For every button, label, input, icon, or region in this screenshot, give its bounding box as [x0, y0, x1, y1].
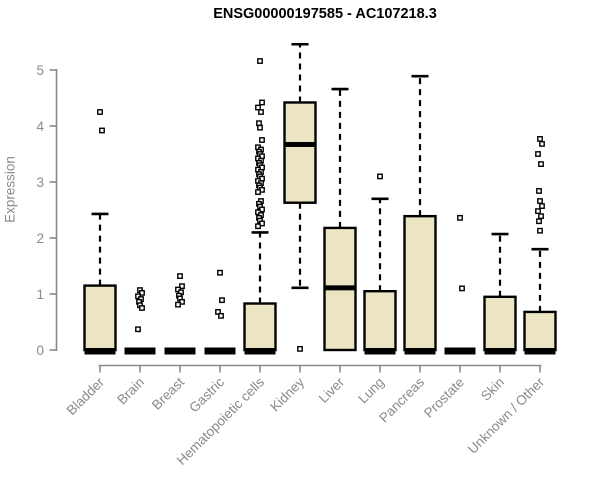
y-tick-label: 3 — [36, 175, 44, 190]
outlier-point — [257, 58, 263, 64]
outlier-point — [219, 297, 225, 304]
boxplot-skin — [483, 232, 517, 355]
outlier-point — [218, 312, 224, 319]
outlier-point — [535, 208, 541, 215]
outlier-point — [537, 227, 543, 234]
y-tick-label: 2 — [36, 231, 44, 246]
outlier-point — [259, 137, 265, 143]
flat-box — [164, 347, 196, 355]
iqr-box — [483, 295, 517, 352]
outlier-point — [97, 109, 103, 115]
outlier-point — [255, 104, 261, 111]
outlier-point — [255, 223, 261, 230]
outlier-point — [139, 305, 145, 311]
iqr-box — [83, 284, 117, 352]
outlier-point — [255, 189, 261, 195]
outlier-point — [536, 218, 542, 225]
outlier-point — [377, 173, 383, 180]
outlier-point — [538, 161, 544, 167]
y-tick-label: 0 — [36, 343, 44, 358]
boxplot-brain — [124, 287, 156, 355]
iqr-box — [523, 310, 557, 352]
outlier-point — [535, 151, 541, 157]
flat-box — [124, 347, 156, 355]
outlier-point — [297, 345, 303, 352]
iqr-box — [403, 214, 437, 352]
outlier-point — [259, 99, 265, 106]
median-line — [404, 348, 436, 355]
outlier-point — [459, 285, 465, 292]
outlier-point — [179, 283, 185, 290]
iqr-box — [283, 101, 317, 204]
flat-box — [204, 347, 236, 355]
outlier-point — [135, 326, 141, 333]
boxplot-gastric — [204, 269, 236, 355]
boxplot-bladder — [83, 109, 117, 355]
outlier-point — [256, 120, 262, 127]
median-line — [484, 348, 516, 355]
iqr-box — [243, 302, 277, 352]
x-category-label: Lung — [355, 375, 387, 407]
x-category-label: Kidney — [267, 374, 307, 414]
outlier-point — [215, 309, 221, 315]
boxplot-unknown-other — [523, 135, 557, 355]
median-line — [324, 285, 356, 291]
flat-box — [444, 347, 476, 355]
boxplot-breast — [164, 273, 196, 355]
chart-title: ENSG00000197585 - AC107218.3 — [213, 6, 437, 22]
outlier-point — [537, 135, 543, 142]
outlier-point — [177, 273, 183, 279]
y-tick-label: 5 — [36, 63, 44, 78]
iqr-box — [363, 290, 397, 352]
boxplot-prostate — [444, 214, 476, 355]
y-axis: 0 1 2 3 4 5 — [36, 63, 58, 358]
boxplot-kidney — [283, 42, 317, 352]
outlier-point — [258, 109, 264, 115]
boxplot-lung — [363, 173, 397, 355]
outlier-point — [175, 301, 181, 308]
outlier-point — [539, 203, 545, 209]
outlier-point — [457, 214, 463, 221]
x-category-label: Bladder — [64, 374, 108, 418]
median-line — [84, 348, 116, 355]
median-line — [364, 348, 396, 355]
median-line — [244, 348, 276, 355]
boxplot-pancreas — [403, 74, 437, 355]
x-category-label: Liver — [316, 374, 348, 406]
x-category-label: Unknown / Other — [465, 374, 548, 457]
boxplot-liver — [323, 87, 357, 352]
outlier-point — [257, 124, 263, 131]
boxplot-hematopoietic-cells — [243, 58, 277, 355]
outlier-point — [139, 289, 145, 296]
outlier-point — [536, 188, 542, 194]
x-category-label: Prostate — [421, 375, 467, 421]
x-category-label: Skin — [478, 375, 507, 404]
outlier-point — [99, 127, 105, 134]
outlier-point — [217, 269, 223, 276]
x-category-label: Brain — [114, 375, 147, 408]
x-category-label: Breast — [149, 374, 187, 412]
outlier-point — [539, 141, 545, 147]
outlier-point — [538, 213, 544, 220]
y-tick-label: 4 — [36, 119, 44, 134]
median-line — [284, 141, 316, 147]
median-line — [524, 348, 556, 355]
outlier-point — [537, 198, 543, 204]
y-tick-label: 1 — [36, 287, 44, 302]
